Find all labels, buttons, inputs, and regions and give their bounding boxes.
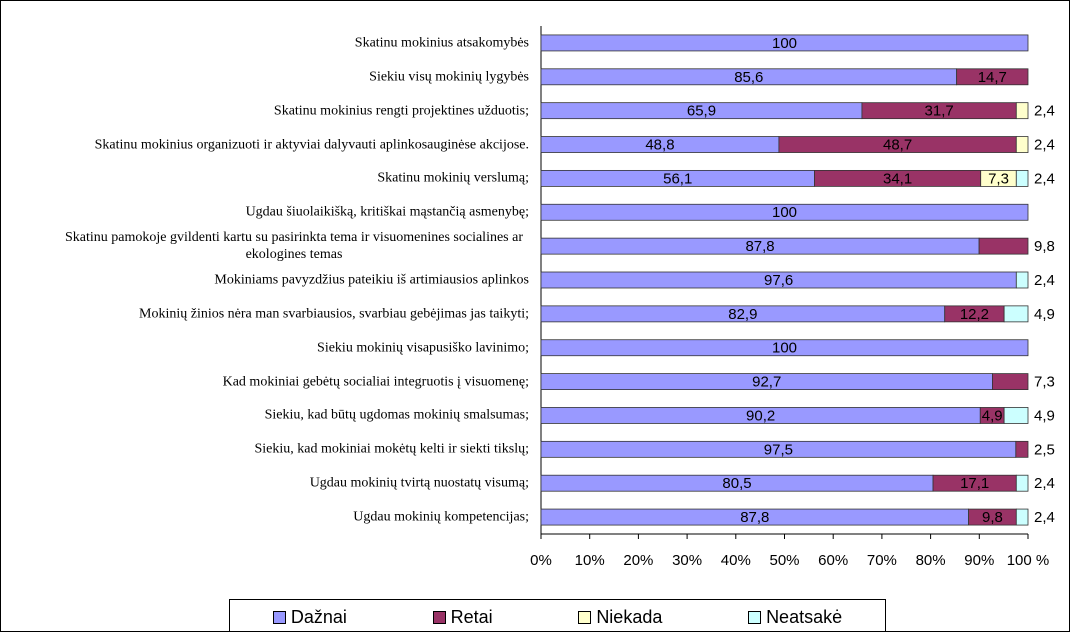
bar-segment — [540, 34, 1029, 52]
bar-segment — [540, 339, 1029, 357]
category-label: Kad mokiniai gebėtų socialiai integruoti… — [222, 374, 529, 390]
category-label: Ugdau mokinių tvirtą nuostatų visumą; — [309, 475, 529, 491]
value-label: 100 — [772, 340, 797, 357]
value-label: 82,9 — [728, 306, 757, 323]
category-label: Ugdau šiuolaikišką, kritiškai mąstančią … — [245, 204, 529, 220]
legend: Dažnai Retai Niekada Neatsakė — [229, 599, 886, 631]
category-label: Siekiu, kad mokiniai mokėtų kelti ir sie… — [254, 441, 529, 457]
value-label: 34,1 — [883, 170, 912, 187]
value-label: 12,2 — [960, 306, 989, 323]
value-label: 4,9 — [982, 407, 1003, 424]
value-label: 2,4 — [1034, 137, 1055, 154]
value-label: 97,6 — [764, 272, 793, 289]
value-label: 48,7 — [883, 137, 912, 154]
bar-segment — [1015, 102, 1029, 120]
category-label: Mokiniams pavyzdžius pateikiu iš artimia… — [214, 272, 529, 288]
category-label: Siekiu visų mokinių lygybės — [369, 69, 529, 85]
legend-swatch — [432, 610, 446, 624]
legend-label: Neatsakė — [766, 606, 843, 627]
value-label: 4,9 — [1034, 306, 1055, 323]
value-label: 2,4 — [1034, 272, 1055, 289]
value-label: 4,9 — [1034, 407, 1055, 424]
x-tick-label: 100 % — [1007, 552, 1050, 569]
value-label: 80,5 — [722, 475, 751, 492]
value-label: 2,4 — [1034, 170, 1055, 187]
value-label: 7,3 — [988, 170, 1009, 187]
bar-segment — [1015, 474, 1029, 492]
bar-segment — [1003, 407, 1029, 424]
bar-segment — [956, 68, 1029, 86]
legend-swatch — [272, 610, 286, 624]
legend-label: Retai — [450, 606, 493, 627]
legend-label: Niekada — [596, 606, 663, 627]
value-label: 9,8 — [1034, 238, 1055, 255]
legend-item: Retai — [432, 606, 493, 628]
category-label: Mokinių žinios nėra man svarbiausios, sv… — [139, 306, 529, 322]
bar-segment — [1015, 136, 1029, 153]
bar-segment — [978, 237, 1029, 255]
value-label: 9,8 — [982, 509, 1003, 526]
value-label: 2,4 — [1034, 509, 1055, 526]
value-label: 97,5 — [764, 441, 793, 458]
category-label: Skatinu mokinius organizuoti ir aktyviai… — [94, 137, 529, 153]
x-tick-label: 70% — [867, 552, 897, 569]
value-label: 100 — [772, 35, 797, 52]
x-tick-label: 20% — [623, 552, 653, 569]
value-label: 2,4 — [1034, 475, 1055, 492]
value-label: 85,6 — [734, 69, 763, 86]
bar-segment — [1015, 271, 1029, 289]
legend-item: Niekada — [578, 607, 662, 628]
value-label: 7,3 — [1034, 374, 1055, 391]
category-label: Skatinu mokinius atsakomybės — [354, 35, 529, 51]
value-label: 92,7 — [752, 374, 781, 391]
value-label: 65,9 — [687, 103, 716, 120]
x-tick-label: 40% — [721, 552, 751, 569]
x-tick-label: 90% — [964, 552, 994, 569]
category-label: Skatinu mokinių verslumą; — [377, 170, 529, 186]
value-label: 48,8 — [645, 137, 674, 154]
value-label: 100 — [772, 204, 797, 221]
value-label: 2,4 — [1034, 103, 1055, 120]
legend-label: Dažnai — [290, 606, 347, 627]
bar-segment — [1015, 508, 1029, 526]
legend-swatch — [748, 610, 762, 624]
bar-segment — [992, 373, 1029, 391]
x-tick-label: 80% — [916, 552, 946, 569]
bar-segment — [540, 203, 1029, 221]
value-label: 14,7 — [978, 69, 1007, 86]
value-label: 17,1 — [960, 475, 989, 492]
legend-item: Dažnai — [272, 606, 347, 628]
value-label: 2,5 — [1034, 441, 1055, 458]
value-label: 90,2 — [746, 407, 775, 424]
bar-segment — [1015, 440, 1029, 458]
bar-segment — [1003, 305, 1029, 323]
legend-item: Neatsakė — [748, 607, 842, 628]
value-label: 56,1 — [663, 170, 692, 187]
legend-swatch — [578, 610, 592, 624]
x-tick-label: 0% — [530, 552, 552, 569]
bar-segment — [1015, 169, 1029, 187]
x-tick-label: 60% — [818, 552, 848, 569]
x-tick-label: 10% — [575, 552, 605, 569]
category-label: Skatinu mokinius rengti projektines uždu… — [273, 103, 529, 119]
x-tick-label: 30% — [672, 552, 702, 569]
value-label: 87,8 — [740, 509, 769, 526]
category-label: Siekiu, kad būtų ugdomas mokinių smalsum… — [264, 407, 529, 423]
category-label: Siekiu mokinių visapusiško lavinimo; — [317, 340, 529, 356]
value-label: 31,7 — [925, 103, 954, 120]
category-label: Ugdau mokinių kompetencijas; — [353, 509, 529, 525]
category-label: Skatinu pamokoje gvildenti kartu su pasi… — [64, 230, 523, 263]
x-tick-label: 50% — [769, 552, 799, 569]
value-label: 87,8 — [745, 238, 774, 255]
